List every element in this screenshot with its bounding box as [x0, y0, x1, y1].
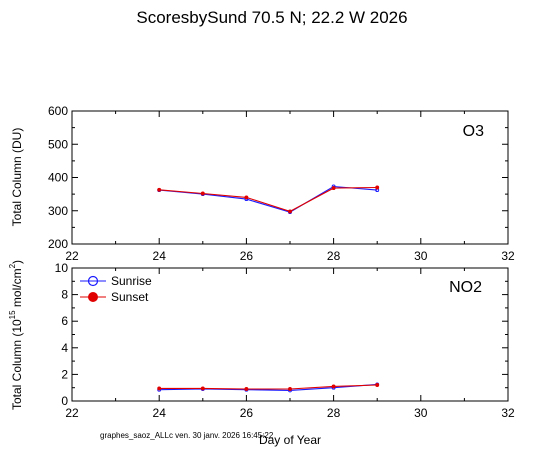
no2-y-axis-label-square: 2	[8, 263, 17, 268]
no2-y-tick-label: 6	[61, 314, 68, 328]
o3-y-tick-label: 400	[48, 171, 68, 185]
o3-sunset-point	[288, 209, 292, 214]
no2-x-tick-label: 28	[327, 406, 341, 420]
o3-x-tick-label: 26	[240, 249, 254, 263]
legend: Sunrise Sunset	[80, 274, 152, 304]
no2-series	[157, 382, 380, 393]
o3-plot-frame	[71, 110, 509, 245]
no2-y-axis-label-exponent: 15	[8, 310, 17, 319]
chart-title: ScoresbySund 70.5 N; 22.2 W 2026	[136, 8, 407, 27]
o3-sunset-point	[200, 191, 205, 196]
no2-y-axis-label-close: )	[10, 260, 24, 264]
o3-sunset-point	[244, 195, 249, 200]
no2-y-axis-label-main: Total Column (10	[10, 319, 24, 410]
o3-sunrise-line	[159, 185, 378, 213]
o3-panel-label: O3	[463, 123, 484, 140]
no2-x-tick-label: 32	[501, 406, 515, 420]
no2-x-tick-label: 26	[240, 406, 254, 420]
o3-x-tick-label: 24	[153, 249, 167, 263]
o3-panel: 200 300 400 500 600 22 24 26 28 30 32 O3 Total Col…	[10, 104, 515, 263]
o3-x-tick-label: 22	[65, 249, 79, 263]
o3-y-tick-label: 300	[48, 204, 68, 218]
no2-y-tick-label: 8	[61, 288, 68, 302]
no2-y-tick-label: 4	[61, 341, 68, 355]
legend-sunset-label: Sunset	[111, 290, 149, 304]
o3-y-axis-label: Total Column (DU)	[10, 128, 24, 227]
no2-sunset-point	[375, 383, 380, 387]
no2-y-tick-label: 10	[55, 261, 69, 275]
no2-panel-label: NO2	[449, 279, 482, 296]
no2-sunset-point	[331, 384, 336, 389]
o3-ticks: 200 300 400 500 600 22 24 26 28 30 32	[48, 104, 515, 263]
o3-sunset-line	[159, 186, 378, 212]
no2-y-axis-label-unit: mol/cm	[10, 268, 24, 310]
no2-x-tick-label: 24	[153, 406, 167, 420]
no2-sunset-line	[159, 384, 378, 390]
o3-x-tick-label: 28	[327, 249, 341, 263]
x-axis-label: Day of Year	[259, 433, 321, 447]
legend-sunset-marker	[88, 292, 98, 302]
no2-y-tick-label: 2	[61, 367, 68, 381]
o3-x-tick-label: 30	[414, 249, 428, 263]
no2-sunset-point	[157, 386, 162, 391]
no2-sunset-point	[244, 387, 249, 391]
legend-sunrise-marker	[87, 275, 99, 287]
o3-sunset-point	[157, 187, 162, 192]
no2-sunset-point	[200, 386, 205, 391]
no2-y-tick-label: 0	[61, 394, 68, 408]
o3-y-tick-label: 600	[48, 104, 68, 118]
footer-timestamp: graphes_saoz_ALLc ven. 30 janv. 2026 16:…	[100, 431, 274, 440]
o3-x-tick-label: 32	[501, 249, 515, 263]
no2-y-axis-label: Total Column (1015 mol/cm2)	[8, 260, 24, 410]
o3-y-tick-label: 500	[48, 137, 68, 151]
o3-sunset-point	[331, 186, 336, 191]
no2-x-tick-label: 22	[65, 406, 79, 420]
no2-sunset-point	[288, 387, 292, 391]
o3-series	[157, 184, 380, 215]
o3-y-tick-label: 200	[48, 237, 68, 251]
legend-sunrise-label: Sunrise	[111, 274, 152, 288]
no2-x-tick-label: 30	[414, 406, 428, 420]
o3-sunset-point	[375, 185, 380, 190]
no2-sunrise-line	[159, 383, 378, 391]
